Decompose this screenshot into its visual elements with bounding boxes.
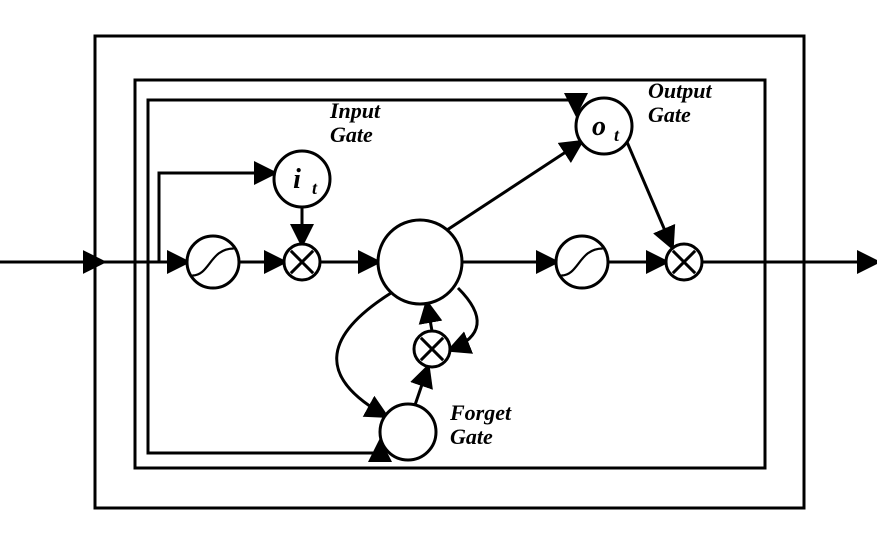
node-forget_gate	[380, 404, 436, 460]
label-input_gate-line0: Input	[329, 98, 381, 123]
edge-multf-to-cell	[427, 303, 432, 331]
node-cell	[378, 220, 462, 304]
edge-bot-to-fgate	[148, 262, 380, 453]
label-output_gate-line0: Output	[648, 78, 712, 103]
node-sigmoid_in	[187, 236, 239, 288]
edge-fgate-to-multf	[415, 367, 428, 405]
lstm-cell-diagram: itotInputGateOutputGateForgetGate	[0, 0, 877, 542]
label-input_gate-line1: Gate	[330, 122, 373, 147]
edge-ogate-to-multout	[627, 142, 672, 247]
node-input_gate-symbol: i	[293, 164, 301, 195]
label-output_gate-line1: Gate	[648, 102, 691, 127]
label-forget_gate-line0: Forget	[449, 400, 512, 425]
edge-cell-loop-multf	[450, 288, 477, 350]
node-output_gate-symbol: o	[592, 111, 606, 142]
edge-cell-down-to-fgate	[337, 293, 391, 416]
label-forget_gate-line1: Gate	[450, 424, 493, 449]
node-input_gate	[274, 151, 330, 207]
edge-cell-to-ogate	[447, 142, 581, 230]
node-sigmoid_out	[556, 236, 608, 288]
